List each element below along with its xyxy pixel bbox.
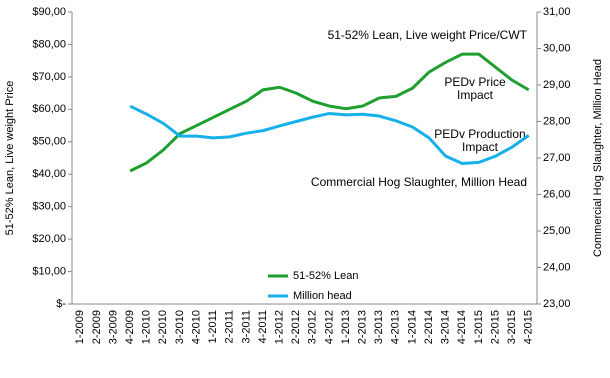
annotation: PEDv Price Impact — [444, 76, 506, 102]
y-tick-label: $30,00 — [32, 201, 66, 213]
y-tick-label: $80,00 — [32, 38, 66, 50]
x-tick-label: 4-2010 — [190, 310, 202, 344]
legend-label: Million head — [293, 290, 352, 302]
y2-tick-label: 24,00 — [543, 261, 571, 273]
x-tick-label: 2-2011 — [224, 310, 236, 343]
y-tick-label: $40,00 — [32, 168, 66, 180]
y2-tick-label: 27,00 — [543, 152, 571, 164]
x-tick-label: 2-2010 — [157, 310, 169, 344]
x-tick-label: 2-2009 — [91, 310, 103, 344]
y-tick-label: $20,00 — [32, 233, 66, 245]
x-tick-label: 4-2015 — [523, 310, 535, 344]
annotation-box: PEDv Production Impact — [434, 128, 526, 154]
y-tick-label: $- — [56, 298, 66, 310]
x-tick-label: 2-2014 — [423, 310, 435, 344]
x-tick-label: 4-2014 — [456, 310, 468, 344]
annotation: PEDv Production Impact — [434, 128, 526, 154]
x-tick-label: 2-2012 — [290, 310, 302, 344]
x-tick-label: 4-2009 — [124, 310, 136, 344]
x-tick-label: 4-2013 — [390, 310, 402, 344]
x-tick-label: 1-2010 — [141, 310, 153, 344]
x-tick-label: 1-2015 — [473, 310, 485, 344]
annotation: 51-52% Lean, Live weight Price/CWT — [328, 28, 528, 42]
x-tick-label: 4-2011 — [257, 310, 269, 343]
x-tick-label: 2-2013 — [357, 310, 369, 344]
y-tick-label: $90,00 — [32, 6, 66, 18]
x-tick-label: 1-2013 — [340, 310, 352, 344]
y-axis-title: 51-52% Lean, Live weight Price — [4, 81, 16, 236]
x-tick-label: 3-2013 — [373, 310, 385, 344]
annotation-box: PEDv Price Impact — [444, 76, 506, 102]
y2-axis-title: Commercial Hog Slaughter, Million Head — [592, 59, 604, 257]
y2-tick-label: 30,00 — [543, 42, 571, 54]
x-tick-label: 3-2012 — [307, 310, 319, 344]
y2-tick-label: 28,00 — [543, 115, 571, 127]
y-tick-label: $70,00 — [32, 71, 66, 83]
y2-tick-label: 26,00 — [543, 188, 571, 200]
x-tick-label: 1-2009 — [74, 310, 86, 344]
y-tick-label: $60,00 — [32, 103, 66, 115]
x-tick-label: 3-2010 — [174, 310, 186, 344]
x-tick-label: 3-2011 — [240, 310, 252, 343]
y-tick-label: $50,00 — [32, 136, 66, 148]
y2-tick-label: 25,00 — [543, 225, 571, 237]
x-tick-label: 3-2009 — [107, 310, 119, 344]
series-line — [129, 52, 530, 173]
x-tick-label: 3-2015 — [506, 310, 518, 344]
series-line — [129, 104, 530, 165]
x-tick-label: 4-2012 — [323, 310, 335, 344]
annotation: Commercial Hog Slaughter, Million Head — [311, 175, 527, 189]
legend-label: 51-52% Lean — [293, 270, 358, 282]
x-tick-label: 3-2014 — [440, 310, 452, 344]
x-tick-label: 1-2014 — [406, 310, 418, 344]
y2-tick-label: 23,00 — [543, 298, 571, 310]
y2-tick-label: 29,00 — [543, 79, 571, 91]
x-tick-label: 2-2015 — [489, 310, 501, 344]
x-tick-label: 1-2012 — [273, 310, 285, 344]
y2-tick-label: 31,00 — [543, 6, 571, 18]
x-tick-label: 1-2011 — [207, 310, 219, 343]
y-tick-label: $10,00 — [32, 265, 66, 277]
